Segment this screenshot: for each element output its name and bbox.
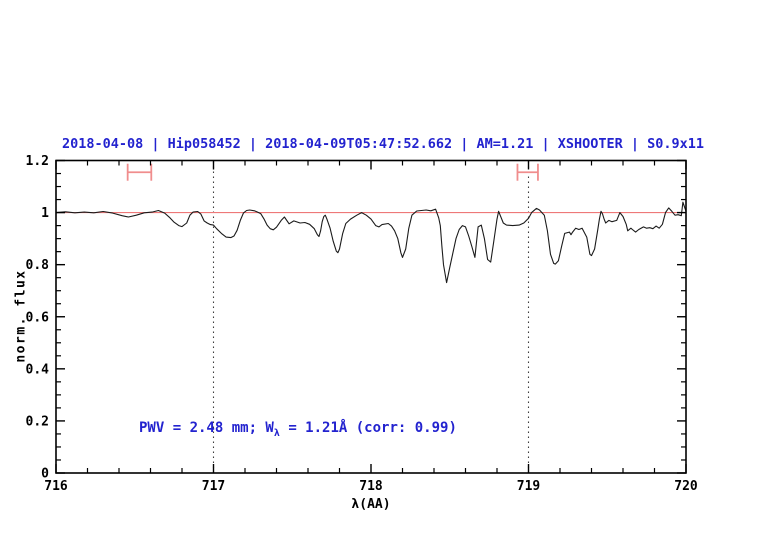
y-tick-label: 1: [41, 206, 49, 221]
x-tick-label: 717: [202, 479, 225, 494]
equivalent-width-text: = 1.21Å (corr: 0.99): [279, 420, 457, 436]
lambda-subscript: λ: [273, 427, 280, 439]
spectrum-line: [55, 201, 687, 284]
y-tick-label: 0.8: [26, 258, 50, 273]
pwv-annotation: PWV = 2.48 mm; Wλ = 1.21Å (corr: 0.99): [139, 420, 457, 439]
x-axis-label: λ(AA): [351, 497, 391, 512]
y-tick-label: 0.2: [26, 414, 49, 429]
y-tick-label: 0.4: [26, 362, 50, 377]
pwv-annotation-text: PWV = 2.48 mm; W: [139, 420, 274, 436]
x-tick-label: 718: [359, 479, 383, 494]
x-tick-label: 719: [517, 479, 540, 494]
x-tick-label: 716: [44, 479, 68, 494]
y-tick-label: 0: [41, 467, 49, 482]
y-tick-label: 1.2: [26, 154, 49, 169]
y-tick-label: 0.6: [26, 310, 50, 325]
plot-title: 2018-04-08 | Hip058452 | 2018-04-09T05:4…: [61, 136, 705, 152]
x-tick-label: 720: [674, 479, 698, 494]
